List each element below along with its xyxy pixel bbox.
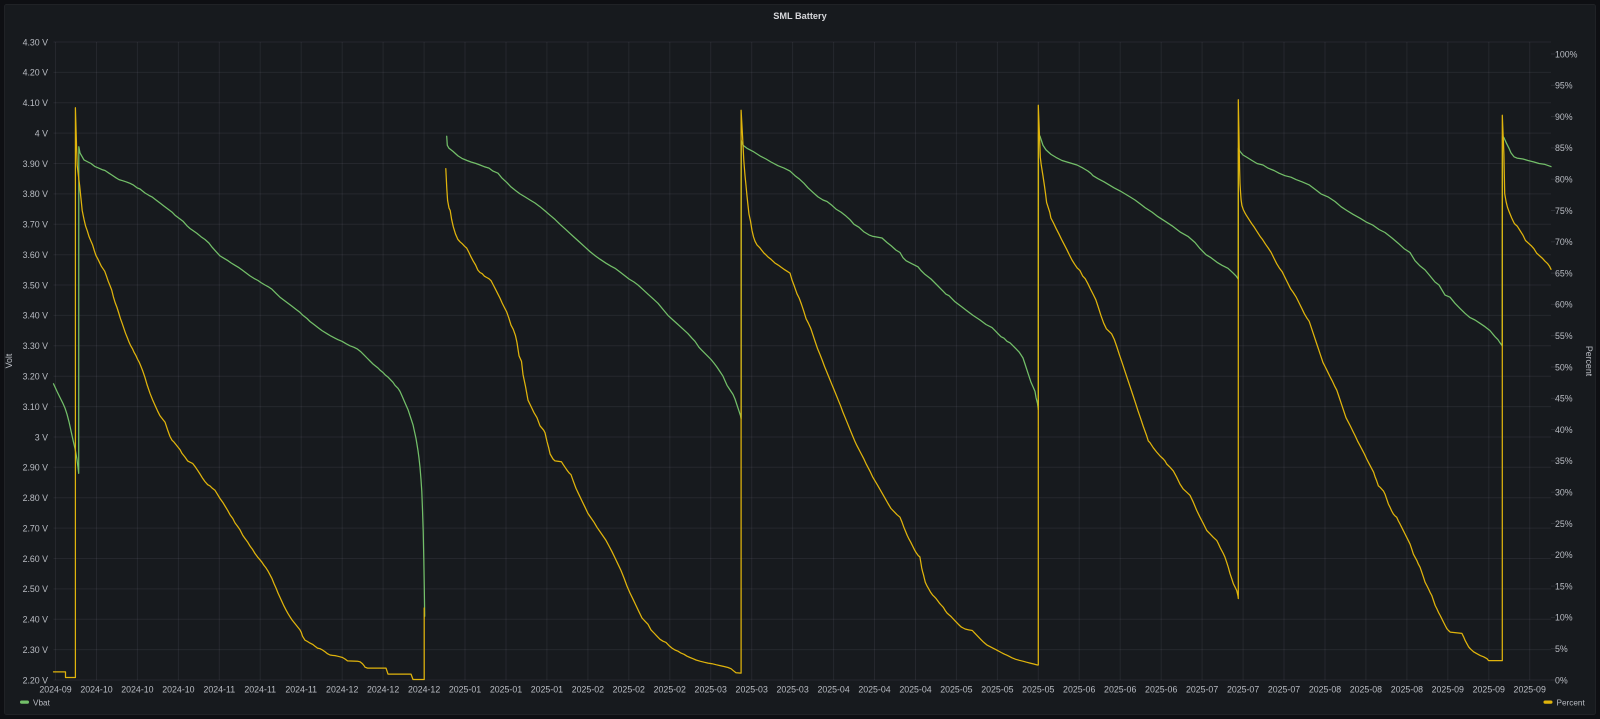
svg-text:2025-02: 2025-02: [572, 685, 604, 695]
svg-text:2024-12: 2024-12: [367, 685, 399, 695]
svg-text:2024-12: 2024-12: [326, 685, 358, 695]
svg-text:5%: 5%: [1555, 644, 1568, 654]
svg-text:2024-10: 2024-10: [80, 685, 112, 695]
svg-text:2025-04: 2025-04: [899, 685, 931, 695]
svg-text:2025-06: 2025-06: [1145, 685, 1177, 695]
svg-text:SML Battery: SML Battery: [773, 11, 827, 21]
svg-text:2.60 V: 2.60 V: [23, 554, 49, 564]
svg-text:80%: 80%: [1555, 175, 1573, 185]
svg-text:3 V: 3 V: [35, 432, 48, 442]
svg-text:2.30 V: 2.30 V: [23, 645, 49, 655]
svg-text:40%: 40%: [1555, 425, 1573, 435]
svg-text:Volt: Volt: [4, 353, 14, 368]
svg-text:45%: 45%: [1555, 394, 1573, 404]
svg-text:2025-04: 2025-04: [817, 685, 849, 695]
svg-text:20%: 20%: [1555, 550, 1573, 560]
svg-text:2.70 V: 2.70 V: [23, 523, 49, 533]
svg-text:2025-02: 2025-02: [613, 685, 645, 695]
svg-text:50%: 50%: [1555, 362, 1573, 372]
svg-text:3.60 V: 3.60 V: [23, 250, 49, 260]
svg-text:2025-08: 2025-08: [1391, 685, 1423, 695]
svg-text:3.90 V: 3.90 V: [23, 159, 49, 169]
svg-text:2024-10: 2024-10: [162, 685, 194, 695]
svg-text:2025-09: 2025-09: [1432, 685, 1464, 695]
svg-text:2024-12: 2024-12: [408, 685, 440, 695]
svg-text:75%: 75%: [1555, 206, 1573, 216]
svg-text:3.40 V: 3.40 V: [23, 311, 49, 321]
svg-text:2025-01: 2025-01: [531, 685, 563, 695]
svg-text:3.70 V: 3.70 V: [23, 220, 49, 230]
svg-text:2025-05: 2025-05: [1022, 685, 1054, 695]
svg-text:2025-01: 2025-01: [490, 685, 522, 695]
svg-text:2024-11: 2024-11: [244, 685, 276, 695]
svg-text:2025-03: 2025-03: [736, 685, 768, 695]
svg-text:15%: 15%: [1555, 581, 1573, 591]
svg-text:2025-06: 2025-06: [1063, 685, 1095, 695]
svg-text:30%: 30%: [1555, 488, 1573, 498]
svg-text:95%: 95%: [1555, 81, 1573, 91]
svg-text:3.20 V: 3.20 V: [23, 372, 49, 382]
svg-text:2025-03: 2025-03: [776, 685, 808, 695]
svg-text:2025-07: 2025-07: [1186, 685, 1218, 695]
svg-text:2024-09: 2024-09: [39, 685, 71, 695]
svg-text:90%: 90%: [1555, 112, 1573, 122]
svg-text:2.40 V: 2.40 V: [23, 615, 49, 625]
svg-text:4.20 V: 4.20 V: [23, 68, 49, 78]
svg-text:2025-08: 2025-08: [1350, 685, 1382, 695]
svg-text:2024-10: 2024-10: [121, 685, 153, 695]
svg-text:60%: 60%: [1555, 300, 1573, 310]
svg-text:2025-05: 2025-05: [940, 685, 972, 695]
svg-text:4.30 V: 4.30 V: [23, 37, 49, 47]
svg-text:70%: 70%: [1555, 237, 1573, 247]
svg-text:10%: 10%: [1555, 613, 1573, 623]
svg-text:2025-09: 2025-09: [1473, 685, 1505, 695]
svg-text:2.20 V: 2.20 V: [23, 675, 49, 685]
svg-text:85%: 85%: [1555, 143, 1573, 153]
svg-text:4 V: 4 V: [35, 128, 48, 138]
svg-text:2025-05: 2025-05: [981, 685, 1013, 695]
svg-text:Percent: Percent: [1584, 346, 1594, 377]
svg-text:100%: 100%: [1555, 49, 1578, 59]
svg-text:65%: 65%: [1555, 268, 1573, 278]
svg-text:2025-07: 2025-07: [1227, 685, 1259, 695]
svg-text:Vbat: Vbat: [33, 699, 51, 708]
svg-text:2025-08: 2025-08: [1309, 685, 1341, 695]
svg-text:2025-02: 2025-02: [654, 685, 686, 695]
svg-text:3.10 V: 3.10 V: [23, 402, 49, 412]
svg-text:0%: 0%: [1555, 675, 1568, 685]
svg-text:55%: 55%: [1555, 331, 1573, 341]
svg-text:2.50 V: 2.50 V: [23, 584, 49, 594]
svg-text:2.80 V: 2.80 V: [23, 493, 49, 503]
svg-text:2025-06: 2025-06: [1104, 685, 1136, 695]
svg-text:25%: 25%: [1555, 519, 1573, 529]
svg-text:3.30 V: 3.30 V: [23, 341, 49, 351]
svg-text:4.10 V: 4.10 V: [23, 98, 49, 108]
svg-text:35%: 35%: [1555, 456, 1573, 466]
svg-text:2025-03: 2025-03: [695, 685, 727, 695]
svg-text:2025-09: 2025-09: [1514, 685, 1546, 695]
svg-text:2024-11: 2024-11: [203, 685, 235, 695]
svg-text:2025-01: 2025-01: [449, 685, 481, 695]
svg-text:2025-04: 2025-04: [858, 685, 890, 695]
svg-text:3.80 V: 3.80 V: [23, 189, 49, 199]
svg-text:Percent: Percent: [1557, 699, 1586, 708]
svg-text:3.50 V: 3.50 V: [23, 280, 49, 290]
svg-text:2025-07: 2025-07: [1268, 685, 1300, 695]
svg-text:2024-11: 2024-11: [285, 685, 317, 695]
svg-text:2.90 V: 2.90 V: [23, 463, 49, 473]
